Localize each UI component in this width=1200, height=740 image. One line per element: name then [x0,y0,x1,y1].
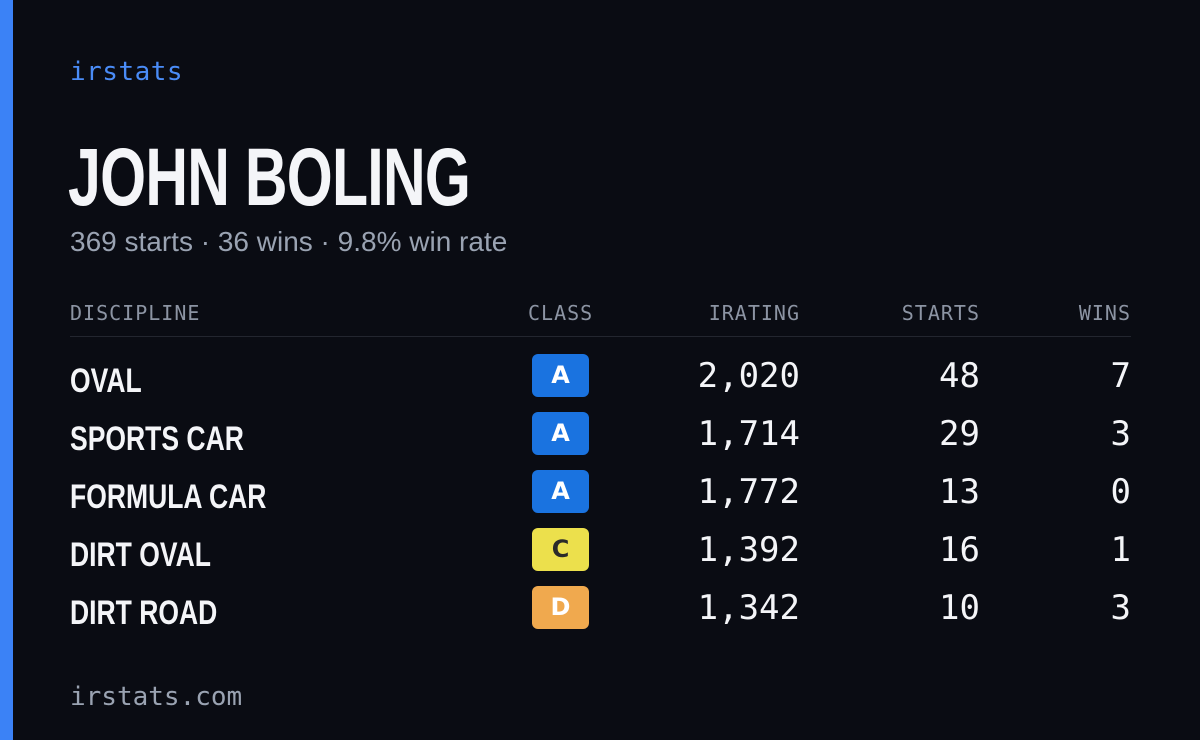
class-badge: C [532,528,589,571]
starts-value: 10 [939,588,980,628]
class-badge: D [532,586,589,629]
table-row: OVAL A 2,020 48 7 [70,350,1131,408]
starts-value: 48 [939,356,980,396]
header-wins: WINS [1078,301,1131,325]
driver-summary: 369 starts · 36 wins · 9.8% win rate [70,226,508,257]
accent-bar [0,0,13,740]
wins-value: 7 [1110,356,1131,396]
table-row: SPORTS CAR A 1,714 29 3 [70,408,1131,466]
header-discipline: DISCIPLINE [70,301,201,325]
discipline-name: SPORTS CAR [70,420,244,458]
discipline-table: OVAL A 2,020 48 7 SPORTS CAR A 1,714 29 … [70,350,1131,640]
irating-value: 1,342 [697,588,800,628]
table-row: FORMULA CAR A 1,772 13 0 [70,466,1131,524]
discipline-name: DIRT ROAD [70,594,218,632]
starts-value: 13 [939,472,980,512]
table-header: DISCIPLINE CLASS IRATING STARTS WINS [70,298,1131,337]
class-badge: A [532,354,589,397]
table-row: DIRT ROAD D 1,342 10 3 [70,582,1131,640]
wins-value: 0 [1110,472,1131,512]
discipline-name: DIRT OVAL [70,536,211,574]
irating-value: 2,020 [697,356,800,396]
wins-value: 1 [1110,530,1131,570]
header-starts: STARTS [901,301,980,325]
discipline-name: OVAL [70,362,142,400]
driver-name: JOHN BOLING [68,132,471,223]
brand-logo-text: irstats [70,57,184,87]
table-row: DIRT OVAL C 1,392 16 1 [70,524,1131,582]
class-badge: A [532,412,589,455]
irating-value: 1,714 [697,414,800,454]
irating-value: 1,772 [697,472,800,512]
header-irating: IRATING [708,301,800,325]
starts-value: 16 [939,530,980,570]
starts-value: 29 [939,414,980,454]
header-class: CLASS [528,301,594,325]
irating-value: 1,392 [697,530,800,570]
discipline-name: FORMULA CAR [70,478,267,516]
wins-value: 3 [1110,414,1131,454]
footer-url: irstats.com [70,682,243,712]
wins-value: 3 [1110,588,1131,628]
class-badge: A [532,470,589,513]
